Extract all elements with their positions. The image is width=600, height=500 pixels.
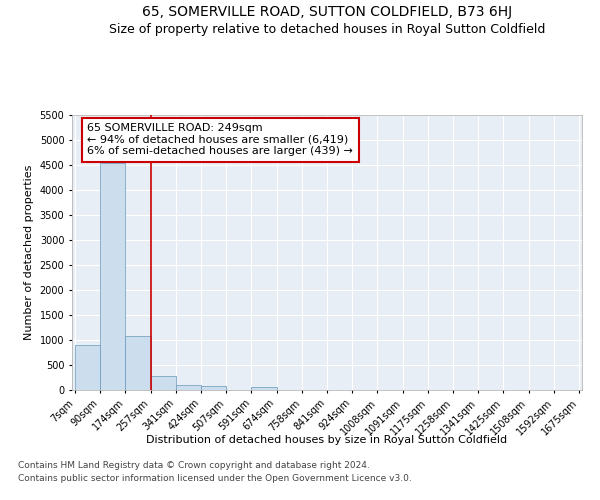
Bar xyxy=(100,162,125,390)
Y-axis label: Number of detached properties: Number of detached properties xyxy=(24,165,34,340)
Bar xyxy=(251,387,277,390)
Text: Contains public sector information licensed under the Open Government Licence v3: Contains public sector information licen… xyxy=(18,474,412,483)
Text: Contains HM Land Registry data © Crown copyright and database right 2024.: Contains HM Land Registry data © Crown c… xyxy=(18,460,370,469)
Bar xyxy=(151,376,176,390)
Text: 65, SOMERVILLE ROAD, SUTTON COLDFIELD, B73 6HJ: 65, SOMERVILLE ROAD, SUTTON COLDFIELD, B… xyxy=(142,5,512,19)
Text: 65 SOMERVILLE ROAD: 249sqm
← 94% of detached houses are smaller (6,419)
6% of se: 65 SOMERVILLE ROAD: 249sqm ← 94% of deta… xyxy=(88,123,353,156)
Bar xyxy=(75,345,100,390)
Text: Size of property relative to detached houses in Royal Sutton Coldfield: Size of property relative to detached ho… xyxy=(109,22,545,36)
Bar xyxy=(201,386,226,390)
Text: Distribution of detached houses by size in Royal Sutton Coldfield: Distribution of detached houses by size … xyxy=(146,435,508,445)
Bar xyxy=(125,336,151,390)
Bar xyxy=(176,385,201,390)
